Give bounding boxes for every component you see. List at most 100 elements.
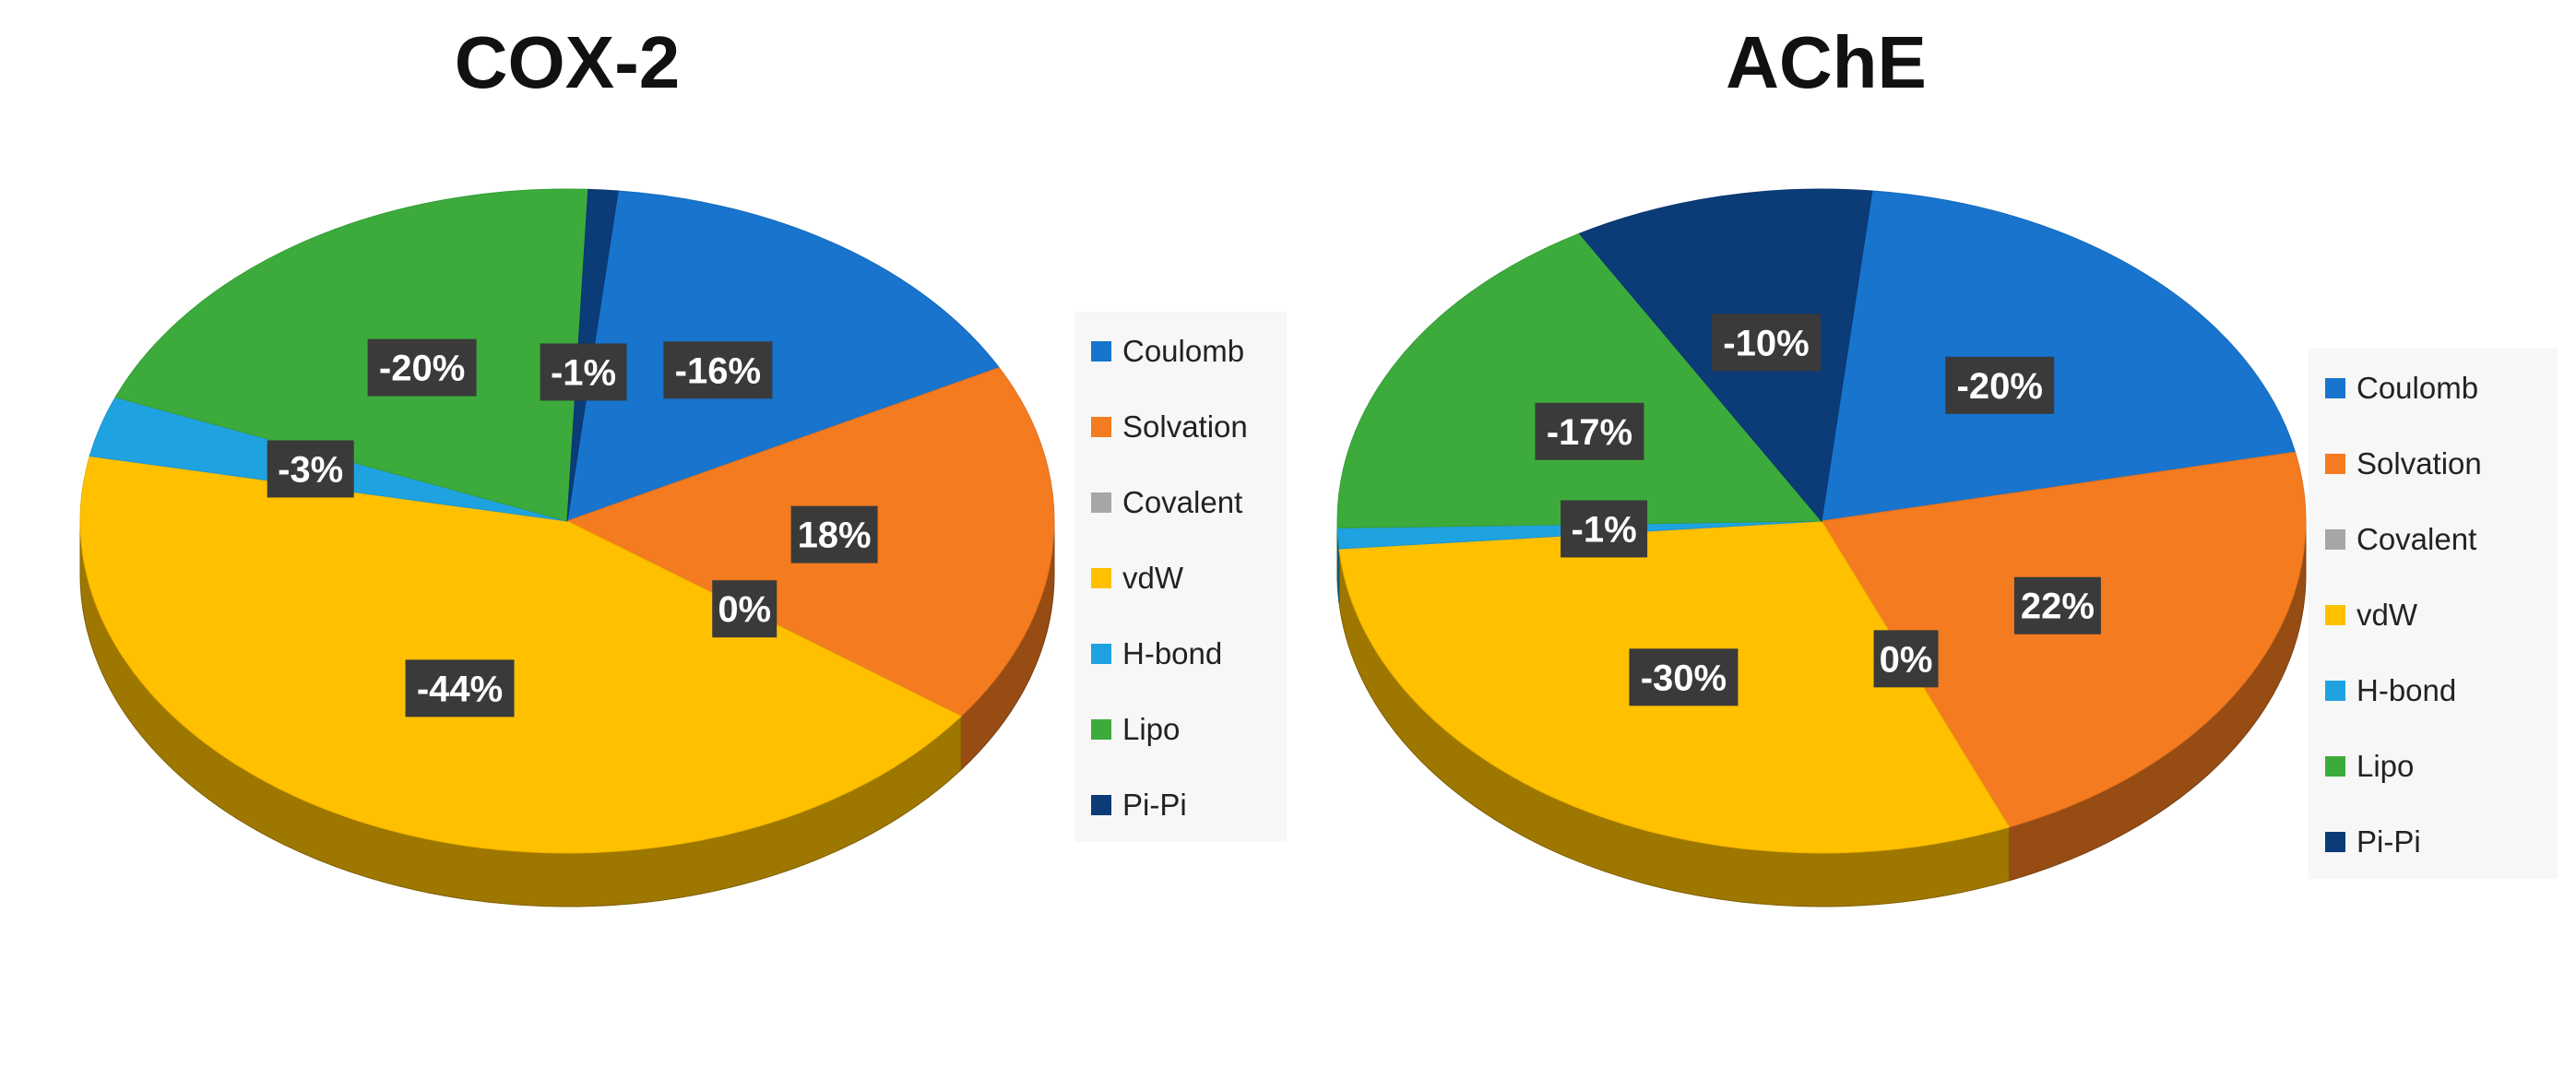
legend-swatch	[2325, 605, 2345, 625]
chart-cox-2: COX-2 -16% 18% 0% -44% -3% -20% -1% Coulomb Solv…	[79, 21, 1287, 907]
chart-ache: AChE -20% 22% 0% -30% -1% -17% -10% Coulomb Solv…	[1336, 21, 2558, 907]
legend-item-lipo: Lipo	[1091, 712, 1180, 746]
legend-swatch	[2325, 832, 2345, 852]
legend-item-coulomb: Coulomb	[1091, 334, 1244, 368]
data-label-box	[2013, 576, 2101, 634]
legend-label: vdW	[2356, 598, 2418, 632]
pie-slice-coulomb	[566, 190, 1001, 522]
legend-item-solvation: Solvation	[1091, 409, 1248, 444]
data-label-box	[540, 343, 627, 401]
pie-slice-coulomb	[1821, 190, 2297, 522]
legend-item-h-bond: H-bond	[1091, 636, 1222, 670]
legend-swatch	[2325, 529, 2345, 550]
data-label-lipo: -20%	[367, 338, 477, 397]
data-label-text: -17%	[1547, 412, 1632, 453]
data-label-solvation: 18%	[790, 505, 878, 563]
legend-swatch	[1091, 492, 1111, 513]
legend-swatch	[2325, 756, 2345, 777]
legend-label: Coulomb	[2356, 371, 2478, 405]
data-label-covalent: 0%	[1873, 630, 1939, 688]
pie-slice-vdw	[79, 455, 963, 854]
data-label-box	[1561, 500, 1648, 558]
data-label-box	[1535, 402, 1644, 460]
legend-label: Lipo	[2356, 749, 2414, 783]
legend-item-vdw: vdW	[2325, 598, 2418, 632]
pie-slice-lipo	[114, 188, 589, 522]
data-label-text: 18%	[798, 516, 872, 556]
data-label-vdw: -44%	[405, 659, 515, 717]
pie-slice-solvation	[1821, 451, 2307, 828]
data-label-vdw: -30%	[1629, 648, 1739, 706]
legend-swatch	[2325, 378, 2345, 398]
legend-label: Pi-Pi	[2356, 824, 2421, 859]
data-label-text: 0%	[718, 589, 771, 630]
data-label-lipo: -17%	[1535, 402, 1644, 460]
data-label-text: -1%	[1572, 509, 1637, 550]
pie-slice-lipo	[1336, 232, 1823, 529]
legend-label: vdW	[1122, 561, 1184, 595]
data-label-text: -44%	[417, 669, 503, 709]
legend-label: Lipo	[1122, 712, 1180, 746]
legend-item-pi-pi: Pi-Pi	[2325, 824, 2421, 859]
legend-item-covalent: Covalent	[2325, 522, 2476, 556]
legend-swatch	[1091, 644, 1111, 664]
data-label-box	[1873, 630, 1939, 688]
data-label-coulomb: -20%	[1945, 356, 2055, 414]
data-label-h-bond: -3%	[267, 440, 354, 498]
data-label-text: -20%	[379, 349, 465, 389]
data-label-box	[1711, 314, 1821, 372]
data-label-text: 22%	[2021, 587, 2095, 627]
legend-item-h-bond: H-bond	[2325, 673, 2456, 707]
legend: Coulomb Solvation Covalent vdW H-bond Lipo Pi-…	[1074, 312, 1287, 842]
legend-swatch	[1091, 568, 1111, 588]
data-label-box	[367, 338, 477, 397]
legend-item-covalent: Covalent	[1091, 485, 1242, 519]
legend-item-solvation: Solvation	[2325, 446, 2482, 480]
data-label-box	[1629, 648, 1739, 706]
data-label-box	[790, 505, 878, 563]
data-label-text: -30%	[1641, 658, 1727, 698]
legend-label: H-bond	[2356, 673, 2456, 707]
legend-label: H-bond	[1122, 636, 1222, 670]
legend-swatch	[1091, 341, 1111, 362]
pie-slices	[79, 188, 1055, 854]
data-label-pi-pi: -1%	[540, 343, 627, 401]
legend-swatch	[1091, 417, 1111, 437]
legend-item-vdw: vdW	[1091, 561, 1184, 595]
legend-swatch	[1091, 719, 1111, 740]
legend-swatch	[2325, 454, 2345, 474]
pie-slices	[1336, 188, 2307, 854]
legend-item-coulomb: Coulomb	[2325, 371, 2478, 405]
data-label-solvation: 22%	[2013, 576, 2101, 634]
data-label-text: 0%	[1880, 639, 1933, 680]
data-label-box	[1945, 356, 2055, 414]
legend: Coulomb Solvation Covalent vdW H-bond Lipo Pi-…	[2309, 349, 2558, 879]
data-label-box	[405, 659, 515, 717]
legend-swatch	[2325, 681, 2345, 701]
legend-label: Pi-Pi	[1122, 788, 1187, 822]
pie-data-labels: -20% 22% 0% -30% -1% -17% -10%	[1535, 314, 2101, 706]
chart-title: AChE	[1726, 21, 1927, 103]
pie-data-labels: -16% 18% 0% -44% -3% -20% -1%	[267, 338, 878, 717]
data-label-pi-pi: -10%	[1711, 314, 1821, 372]
data-label-text: -10%	[1723, 323, 1809, 363]
legend-background	[2309, 349, 2558, 879]
data-label-text: -3%	[278, 449, 343, 490]
legend-label: Covalent	[2356, 522, 2476, 556]
data-label-h-bond: -1%	[1561, 500, 1648, 558]
data-label-box	[267, 440, 354, 498]
chart-title: COX-2	[455, 21, 681, 103]
legend-label: Coulomb	[1122, 334, 1244, 368]
data-label-covalent: 0%	[712, 580, 778, 638]
data-label-text: -16%	[675, 350, 761, 391]
data-label-box	[712, 580, 778, 638]
legend-label: Covalent	[1122, 485, 1242, 519]
data-label-text: -20%	[1957, 366, 2043, 407]
legend-label: Solvation	[1122, 409, 1248, 444]
legend-item-lipo: Lipo	[2325, 749, 2414, 783]
data-label-text: -1%	[551, 352, 616, 393]
legend-swatch	[1091, 795, 1111, 815]
legend-label: Solvation	[2356, 446, 2482, 480]
data-label-coulomb: -16%	[663, 341, 773, 399]
